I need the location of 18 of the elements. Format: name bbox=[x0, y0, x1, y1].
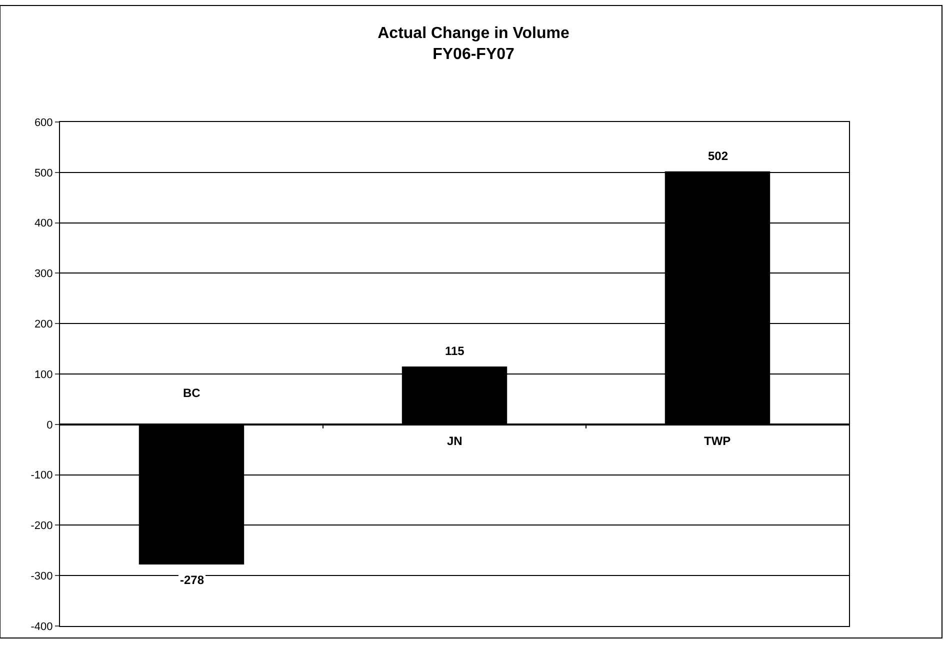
x-tick-label: BC bbox=[183, 386, 201, 400]
data-label: 502 bbox=[708, 149, 728, 163]
y-tick-label: 300 bbox=[34, 268, 53, 280]
y-tick-label: 500 bbox=[34, 167, 53, 180]
y-tick-label: -300 bbox=[30, 570, 53, 582]
y-tick-label: -100 bbox=[30, 470, 53, 482]
chart-title: Actual Change in Volume FY06-FY07 bbox=[378, 25, 570, 63]
y-tick-label: 200 bbox=[34, 318, 53, 330]
y-tick-label: -400 bbox=[30, 620, 53, 633]
data-label: 115 bbox=[445, 344, 465, 358]
y-tick-label: 600 bbox=[34, 116, 53, 129]
x-tick-label: JN bbox=[447, 434, 462, 448]
y-tick-label: 400 bbox=[34, 218, 53, 230]
y-tick-label: 100 bbox=[34, 368, 53, 381]
x-tick-label: TWP bbox=[704, 434, 731, 448]
data-label: -278 bbox=[180, 573, 204, 587]
y-tick-label: 0 bbox=[46, 419, 53, 432]
y-tick-label: -200 bbox=[30, 520, 53, 532]
